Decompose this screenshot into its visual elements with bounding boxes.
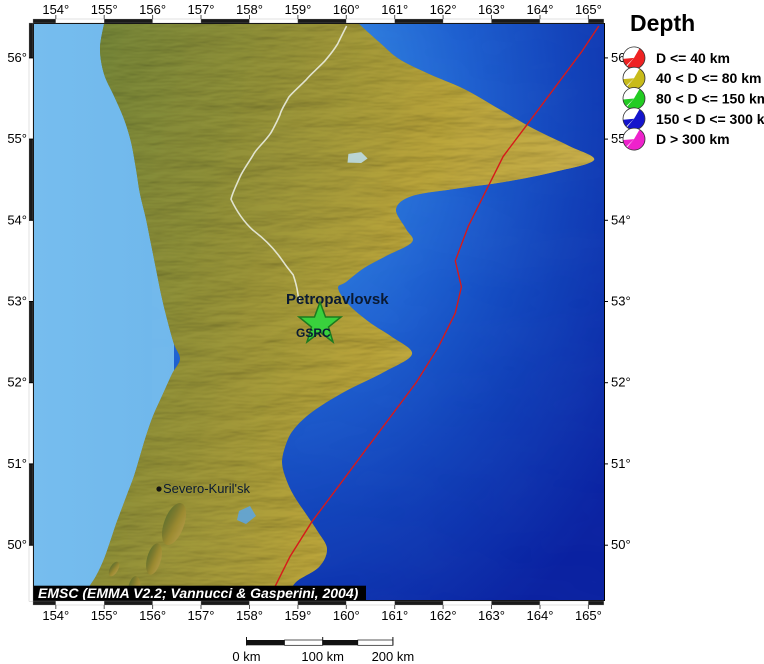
svg-text:52°: 52° [7, 375, 27, 390]
svg-text:Depth: Depth [630, 10, 695, 36]
svg-text:161°: 161° [381, 608, 408, 623]
svg-text:156°: 156° [139, 2, 166, 17]
svg-text:154°: 154° [42, 608, 69, 623]
svg-text:200 km: 200 km [372, 649, 415, 664]
svg-text:80 < D <= 150 km: 80 < D <= 150 km [656, 91, 764, 107]
svg-text:53°: 53° [611, 294, 631, 309]
svg-text:56°: 56° [611, 50, 631, 65]
svg-text:159°: 159° [284, 2, 311, 17]
svg-text:40 < D <= 80 km: 40 < D <= 80 km [656, 70, 761, 86]
svg-text:Petropavlovsk: Petropavlovsk [286, 291, 389, 308]
svg-text:163°: 163° [478, 2, 505, 17]
svg-text:150 < D <= 300 km: 150 < D <= 300 km [656, 111, 764, 127]
svg-text:162°: 162° [430, 2, 457, 17]
svg-text:51°: 51° [611, 456, 631, 471]
svg-text:50°: 50° [611, 537, 631, 552]
svg-text:51°: 51° [7, 456, 27, 471]
svg-text:53°: 53° [7, 294, 27, 309]
svg-text:D > 300 km: D > 300 km [656, 131, 730, 147]
svg-text:165°: 165° [575, 2, 602, 17]
svg-text:GSRC: GSRC [296, 326, 331, 340]
svg-text:157°: 157° [188, 2, 215, 17]
svg-text:55°: 55° [7, 131, 27, 146]
svg-text:155°: 155° [91, 608, 118, 623]
svg-text:56°: 56° [7, 50, 27, 65]
svg-text:155°: 155° [91, 2, 118, 17]
svg-text:100 km: 100 km [301, 649, 344, 664]
svg-text:EMSC (EMMA V2.2; Vannucci & Ga: EMSC (EMMA V2.2; Vannucci & Gasperini, 2… [38, 585, 359, 601]
svg-text:161°: 161° [381, 2, 408, 17]
svg-text:0 km: 0 km [232, 649, 260, 664]
svg-text:162°: 162° [430, 608, 457, 623]
svg-text:164°: 164° [527, 608, 554, 623]
svg-text:55°: 55° [611, 131, 631, 146]
svg-text:54°: 54° [7, 212, 27, 227]
svg-text:52°: 52° [611, 375, 631, 390]
svg-text:D <= 40 km: D <= 40 km [656, 50, 730, 66]
svg-text:50°: 50° [7, 537, 27, 552]
svg-text:160°: 160° [333, 608, 360, 623]
svg-text:158°: 158° [236, 2, 263, 17]
svg-text:165°: 165° [575, 608, 602, 623]
svg-text:163°: 163° [478, 608, 505, 623]
svg-text:164°: 164° [527, 2, 554, 17]
svg-text:156°: 156° [139, 608, 166, 623]
svg-text:157°: 157° [188, 608, 215, 623]
svg-text:159°: 159° [284, 608, 311, 623]
svg-text:Severo-Kuril'sk: Severo-Kuril'sk [163, 481, 251, 496]
svg-text:154°: 154° [42, 2, 69, 17]
svg-text:158°: 158° [236, 608, 263, 623]
svg-text:160°: 160° [333, 2, 360, 17]
svg-text:54°: 54° [611, 212, 631, 227]
